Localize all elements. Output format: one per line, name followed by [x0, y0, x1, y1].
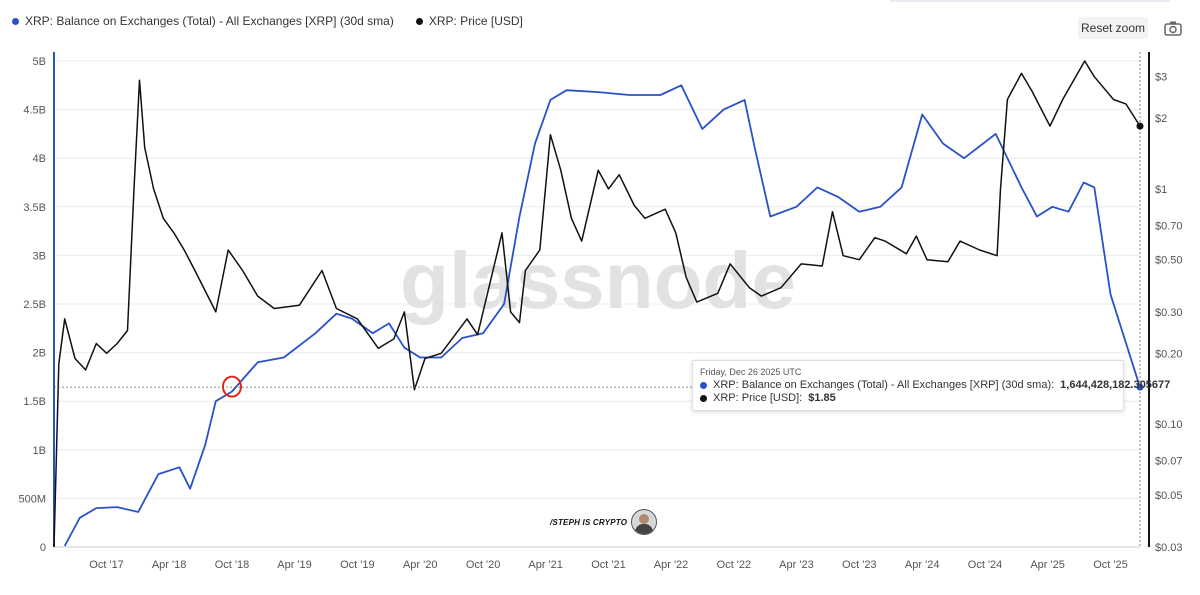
series-line-balance: [63, 84, 1141, 547]
tooltip-price-label: XRP: Price [USD]:: [713, 392, 803, 404]
y-right-tick-label: $0.07: [1155, 455, 1183, 467]
y-right-tick-label: $0.10: [1155, 419, 1183, 431]
tooltip-date: Friday, Dec 26 2025 UTC: [700, 367, 802, 377]
y-left-tick-label: 3B: [33, 250, 46, 262]
legend-item-price[interactable]: XRP: Price [USD]: [415, 14, 523, 28]
y-left-tick-label: 2B: [33, 348, 46, 360]
x-tick-label: Oct '17: [89, 559, 124, 571]
series-group: [53, 60, 1141, 548]
tooltip-balance-value: 1,644,428,182.305677: [1060, 379, 1171, 391]
series-line-price: [53, 60, 1141, 548]
x-tick-label: Apr '19: [277, 559, 312, 571]
watermark: glassnode: [400, 236, 796, 325]
y-right-tick-label: $2: [1155, 113, 1167, 125]
x-tick-label: Oct '23: [842, 559, 877, 571]
y-left-tick-label: 1B: [33, 445, 46, 457]
legend-label-price: XRP: Price [USD]: [428, 14, 523, 28]
x-tick-label: Oct '21: [591, 559, 626, 571]
x-tick-label: Apr '21: [528, 559, 563, 571]
tooltip-row-balance: XRP: Balance on Exchanges (Total) - All …: [700, 379, 1170, 391]
x-tick-label: Oct '20: [466, 559, 501, 571]
y-left-tick-label: 500M: [18, 493, 46, 505]
x-tick-label: Apr '20: [403, 559, 438, 571]
legend-dot-balance: [12, 17, 19, 25]
y-left-tick-label: 0: [40, 542, 46, 554]
x-tick-label: Oct '25: [1093, 559, 1128, 571]
crosshair-marker-price: [1136, 122, 1144, 130]
tooltip-price-value: $1.85: [808, 392, 836, 404]
y-right-tick-label: $0.20: [1155, 348, 1183, 360]
y-right-tick-label: $0.03: [1155, 542, 1183, 554]
y-right-tick-label: $0.50: [1155, 255, 1183, 267]
x-tick-label: Oct '18: [215, 559, 250, 571]
y-right-tick-label: $0.05: [1155, 490, 1183, 502]
y-right-tick-label: $0.30: [1155, 307, 1183, 319]
x-tick-label: Apr '22: [654, 559, 689, 571]
y-left-tick-label: 4B: [33, 153, 46, 165]
highlight-circle: [221, 375, 242, 398]
x-tick-label: Oct '24: [968, 559, 1003, 571]
y-right-tick-label: $3: [1155, 72, 1167, 84]
x-tick-label: Oct '19: [340, 559, 375, 571]
y-left-tick-label: 3.5B: [23, 202, 46, 214]
x-axis: Oct '17 Apr '18 Oct '18 Apr '19 Oct '19 Apr '…: [54, 546, 1140, 571]
x-tick-label: Oct '22: [717, 559, 752, 571]
y-axis-right: $0.03 $0.05 $0.07 $0.10 $0.20 $0.30 $0.50 $0.70…: [1148, 52, 1183, 554]
y-axis-left: 0 500M 1B 1.5B 2B 2.5B 3B 3.5B 4B 4.5B 5B: [18, 52, 55, 554]
y-right-tick-label: $0.70: [1155, 220, 1183, 232]
legend: XRP: Balance on Exchanges (Total) - All …: [12, 14, 523, 28]
y-left-tick-label: 2.5B: [23, 299, 46, 311]
credit: /STEPH IS CRYPTO: [550, 509, 658, 535]
legend-item-balance[interactable]: XRP: Balance on Exchanges (Total) - All …: [12, 14, 394, 28]
reset-zoom-button[interactable]: Reset zoom: [1078, 17, 1148, 39]
legend-label-balance: XRP: Balance on Exchanges (Total) - All …: [25, 14, 394, 28]
y-left-tick-label: 4.5B: [23, 105, 46, 117]
y-right-tick-label: $1: [1155, 184, 1167, 196]
tooltip: Friday, Dec 26 2025 UTC XRP: Balance on …: [692, 360, 1170, 411]
tooltip-row-price: XRP: Price [USD]: $1.85: [700, 392, 836, 404]
credit-text: /STEPH IS CRYPTO: [550, 517, 628, 527]
tooltip-balance-label: XRP: Balance on Exchanges (Total) - All …: [713, 379, 1055, 391]
crosshair-marker-balance: [1136, 383, 1144, 391]
camera-icon[interactable]: [1164, 20, 1182, 36]
x-tick-label: Apr '25: [1030, 559, 1065, 571]
avatar: [631, 509, 658, 535]
top-divider: [890, 0, 1170, 2]
legend-dot-price: [415, 17, 423, 25]
x-tick-label: Apr '18: [152, 559, 187, 571]
y-left-tick-label: 5B: [33, 56, 46, 68]
tooltip-dot-balance: [700, 381, 707, 389]
x-tick-label: Apr '24: [905, 559, 940, 571]
tooltip-dot-price: [700, 394, 707, 402]
y-left-tick-label: 1.5B: [23, 396, 46, 408]
x-tick-label: Apr '23: [779, 559, 814, 571]
